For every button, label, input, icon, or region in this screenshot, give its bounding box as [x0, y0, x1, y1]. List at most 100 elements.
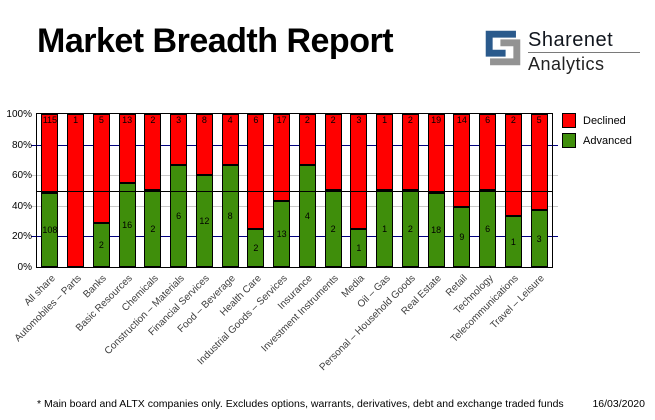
bar-financial-services: 8 12	[195, 114, 213, 267]
bar-segment-advanced	[195, 175, 213, 267]
bar-value-advanced: 2	[253, 243, 259, 253]
bar-value-advanced: 2	[98, 240, 104, 250]
bar-segment-advanced	[504, 216, 522, 267]
bar-value-declined: 2	[510, 115, 516, 125]
bar-basic-resources: 13 16	[118, 114, 136, 267]
bar-segment-declined	[118, 114, 136, 183]
bar-value-advanced: 108	[42, 225, 58, 235]
bar-segment-declined	[273, 114, 291, 201]
y-tick-left-20	[31, 236, 36, 238]
bar-segment-declined	[221, 114, 239, 165]
bar-value-advanced: 6	[485, 223, 491, 234]
bar-value-declined: 17	[276, 115, 287, 125]
legend-label-declined: Declined	[583, 114, 626, 127]
gridline-40	[37, 205, 552, 207]
legend-swatch-advanced	[562, 133, 576, 148]
bar-segment-advanced	[41, 193, 59, 267]
plot-area: 115 108 1 5 2 13 16 2 2 3 6 8 12 4 8 6 2 17 13 2 4 2 2 3 1 1 1 2 2 19…	[36, 113, 553, 268]
gridline-60	[37, 175, 552, 177]
y-label-0: 0%	[17, 262, 32, 273]
bar-segment-declined	[479, 114, 497, 190]
bar-value-advanced: 2	[330, 223, 336, 234]
bar-segment-advanced	[530, 210, 548, 267]
logo-subtitle: Analytics	[528, 54, 605, 74]
bar-value-declined: 4	[227, 115, 233, 125]
sharenet-logo: Sharenet Analytics	[484, 29, 640, 74]
bar-value-declined: 5	[536, 115, 542, 125]
bar-value-advanced: 9	[459, 232, 465, 242]
y-tick-right-80	[553, 144, 558, 146]
bar-segment-declined	[170, 114, 188, 165]
bar-value-declined: 1	[73, 115, 79, 125]
bar-segment-advanced	[453, 207, 471, 267]
bar-value-advanced: 1	[510, 236, 516, 247]
legend-label-advanced: Advanced	[583, 134, 632, 147]
y-label-40: 40%	[11, 200, 32, 212]
chart-legend: Declined Advanced	[562, 113, 632, 153]
gridline-80	[37, 144, 552, 146]
logo-divider	[528, 52, 640, 53]
gridline-20	[37, 236, 552, 238]
bar-segment-declined	[376, 114, 394, 190]
y-label-20: 20%	[11, 231, 32, 243]
bar-value-advanced: 12	[199, 216, 210, 226]
bar-retail: 14 9	[453, 114, 471, 267]
bar-segment-advanced	[273, 201, 291, 267]
reference-line-50	[37, 190, 552, 192]
bar-value-advanced: 4	[304, 211, 310, 221]
legend-item-declined: Declined	[562, 113, 632, 128]
bar-value-advanced: 2	[407, 223, 413, 234]
y-tick-left-60	[31, 175, 36, 177]
bar-value-declined: 115	[42, 115, 58, 125]
logo-brand: Sharenet	[528, 29, 614, 51]
bar-value-declined: 2	[407, 115, 413, 125]
bar-value-advanced: 16	[122, 220, 133, 230]
sharenet-logo-icon	[485, 30, 521, 66]
bar-value-advanced: 18	[431, 225, 442, 235]
bar-value-declined: 2	[330, 115, 336, 125]
footnote: * Main board and ALTX companies only. Ex…	[37, 398, 564, 410]
bar-segment-declined	[530, 114, 548, 210]
bar-industrial-goods-services: 17 13	[273, 114, 291, 267]
bar-value-declined: 3	[176, 115, 182, 125]
bar-value-declined: 8	[201, 115, 207, 125]
bar-segment-advanced	[427, 193, 445, 267]
y-tick-left-80	[31, 144, 36, 146]
bar-value-declined: 13	[122, 115, 133, 125]
bar-value-declined: 2	[150, 115, 156, 125]
bar-value-declined: 6	[485, 115, 491, 125]
bar-segment-advanced	[350, 229, 368, 267]
bar-value-declined: 5	[98, 115, 104, 125]
y-tick-right-20	[553, 236, 558, 238]
bar-value-advanced: 2	[150, 223, 156, 234]
bar-value-advanced: 8	[227, 211, 233, 221]
bar-value-advanced: 1	[382, 223, 388, 234]
bar-all-share: 115 108	[41, 114, 59, 267]
bar-segment-declined	[247, 114, 265, 229]
legend-swatch-declined	[562, 113, 576, 128]
bar-value-advanced: 3	[536, 233, 542, 244]
bar-segment-advanced	[247, 229, 265, 267]
bar-value-declined: 1	[382, 115, 388, 125]
legend-item-advanced: Advanced	[562, 133, 632, 148]
y-label-100: 100%	[6, 109, 32, 120]
bar-segment-declined	[324, 114, 342, 190]
y-tick-right-40	[553, 205, 558, 207]
bar-value-declined: 3	[356, 115, 362, 125]
bar-value-declined: 2	[304, 115, 310, 125]
y-tick-left-40	[31, 205, 36, 207]
bar-segment-declined	[41, 114, 59, 193]
bar-value-advanced: 13	[276, 229, 287, 239]
bar-real-estate: 19 18	[427, 114, 445, 267]
y-tick-right-60	[553, 175, 558, 177]
bar-value-declined: 14	[456, 115, 467, 125]
bar-segment-declined	[298, 114, 316, 165]
